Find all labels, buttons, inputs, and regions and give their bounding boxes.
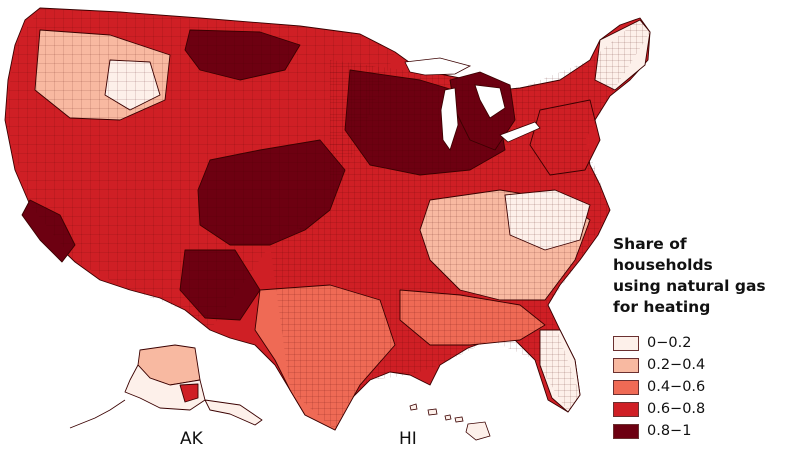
alaska-inset	[69, 344, 263, 429]
legend-swatch	[613, 357, 639, 373]
legend-label: 0.4−0.6	[647, 379, 706, 395]
alaska-anchorage	[179, 383, 199, 403]
legend-title-line-2: using natural gas	[613, 277, 766, 295]
legend-title-line-3: for heating	[613, 298, 711, 316]
legend-label: 0.6−0.8	[647, 401, 706, 417]
legend-label: 0−0.2	[647, 335, 692, 351]
county-grid-west	[5, 8, 395, 330]
lake-erie	[499, 121, 541, 143]
legend-swatch	[613, 335, 639, 351]
hawaii-label: HI	[399, 429, 417, 449]
legend-swatch	[613, 423, 639, 439]
alaska-label: AK	[180, 429, 204, 449]
alaska-aleutians	[69, 399, 126, 429]
legend-swatch	[613, 379, 639, 395]
county-grid-east	[270, 18, 650, 430]
legend-item: 0.4−0.6	[613, 376, 785, 398]
legend-title-line-1: Share of households	[613, 235, 713, 274]
lake-michigan	[440, 87, 459, 151]
legend-label: 0.2−0.4	[647, 357, 706, 373]
alaska-panhandle	[204, 399, 263, 426]
legend-swatch	[613, 401, 639, 417]
hawaii-inset	[409, 403, 491, 441]
map-legend: Share of households using natural gas fo…	[613, 234, 785, 442]
legend-title: Share of households using natural gas fo…	[613, 234, 785, 318]
lake-huron	[474, 84, 506, 119]
legend-item: 0−0.2	[613, 332, 785, 354]
legend-item: 0.8−1	[613, 420, 785, 442]
legend-items: 0−0.2 0.2−0.4 0.4−0.6 0.6−0.8 0.8−1	[613, 332, 785, 442]
lake-superior	[404, 57, 472, 76]
legend-item: 0.2−0.4	[613, 354, 785, 376]
legend-item: 0.6−0.8	[613, 398, 785, 420]
legend-label: 0.8−1	[647, 423, 692, 439]
